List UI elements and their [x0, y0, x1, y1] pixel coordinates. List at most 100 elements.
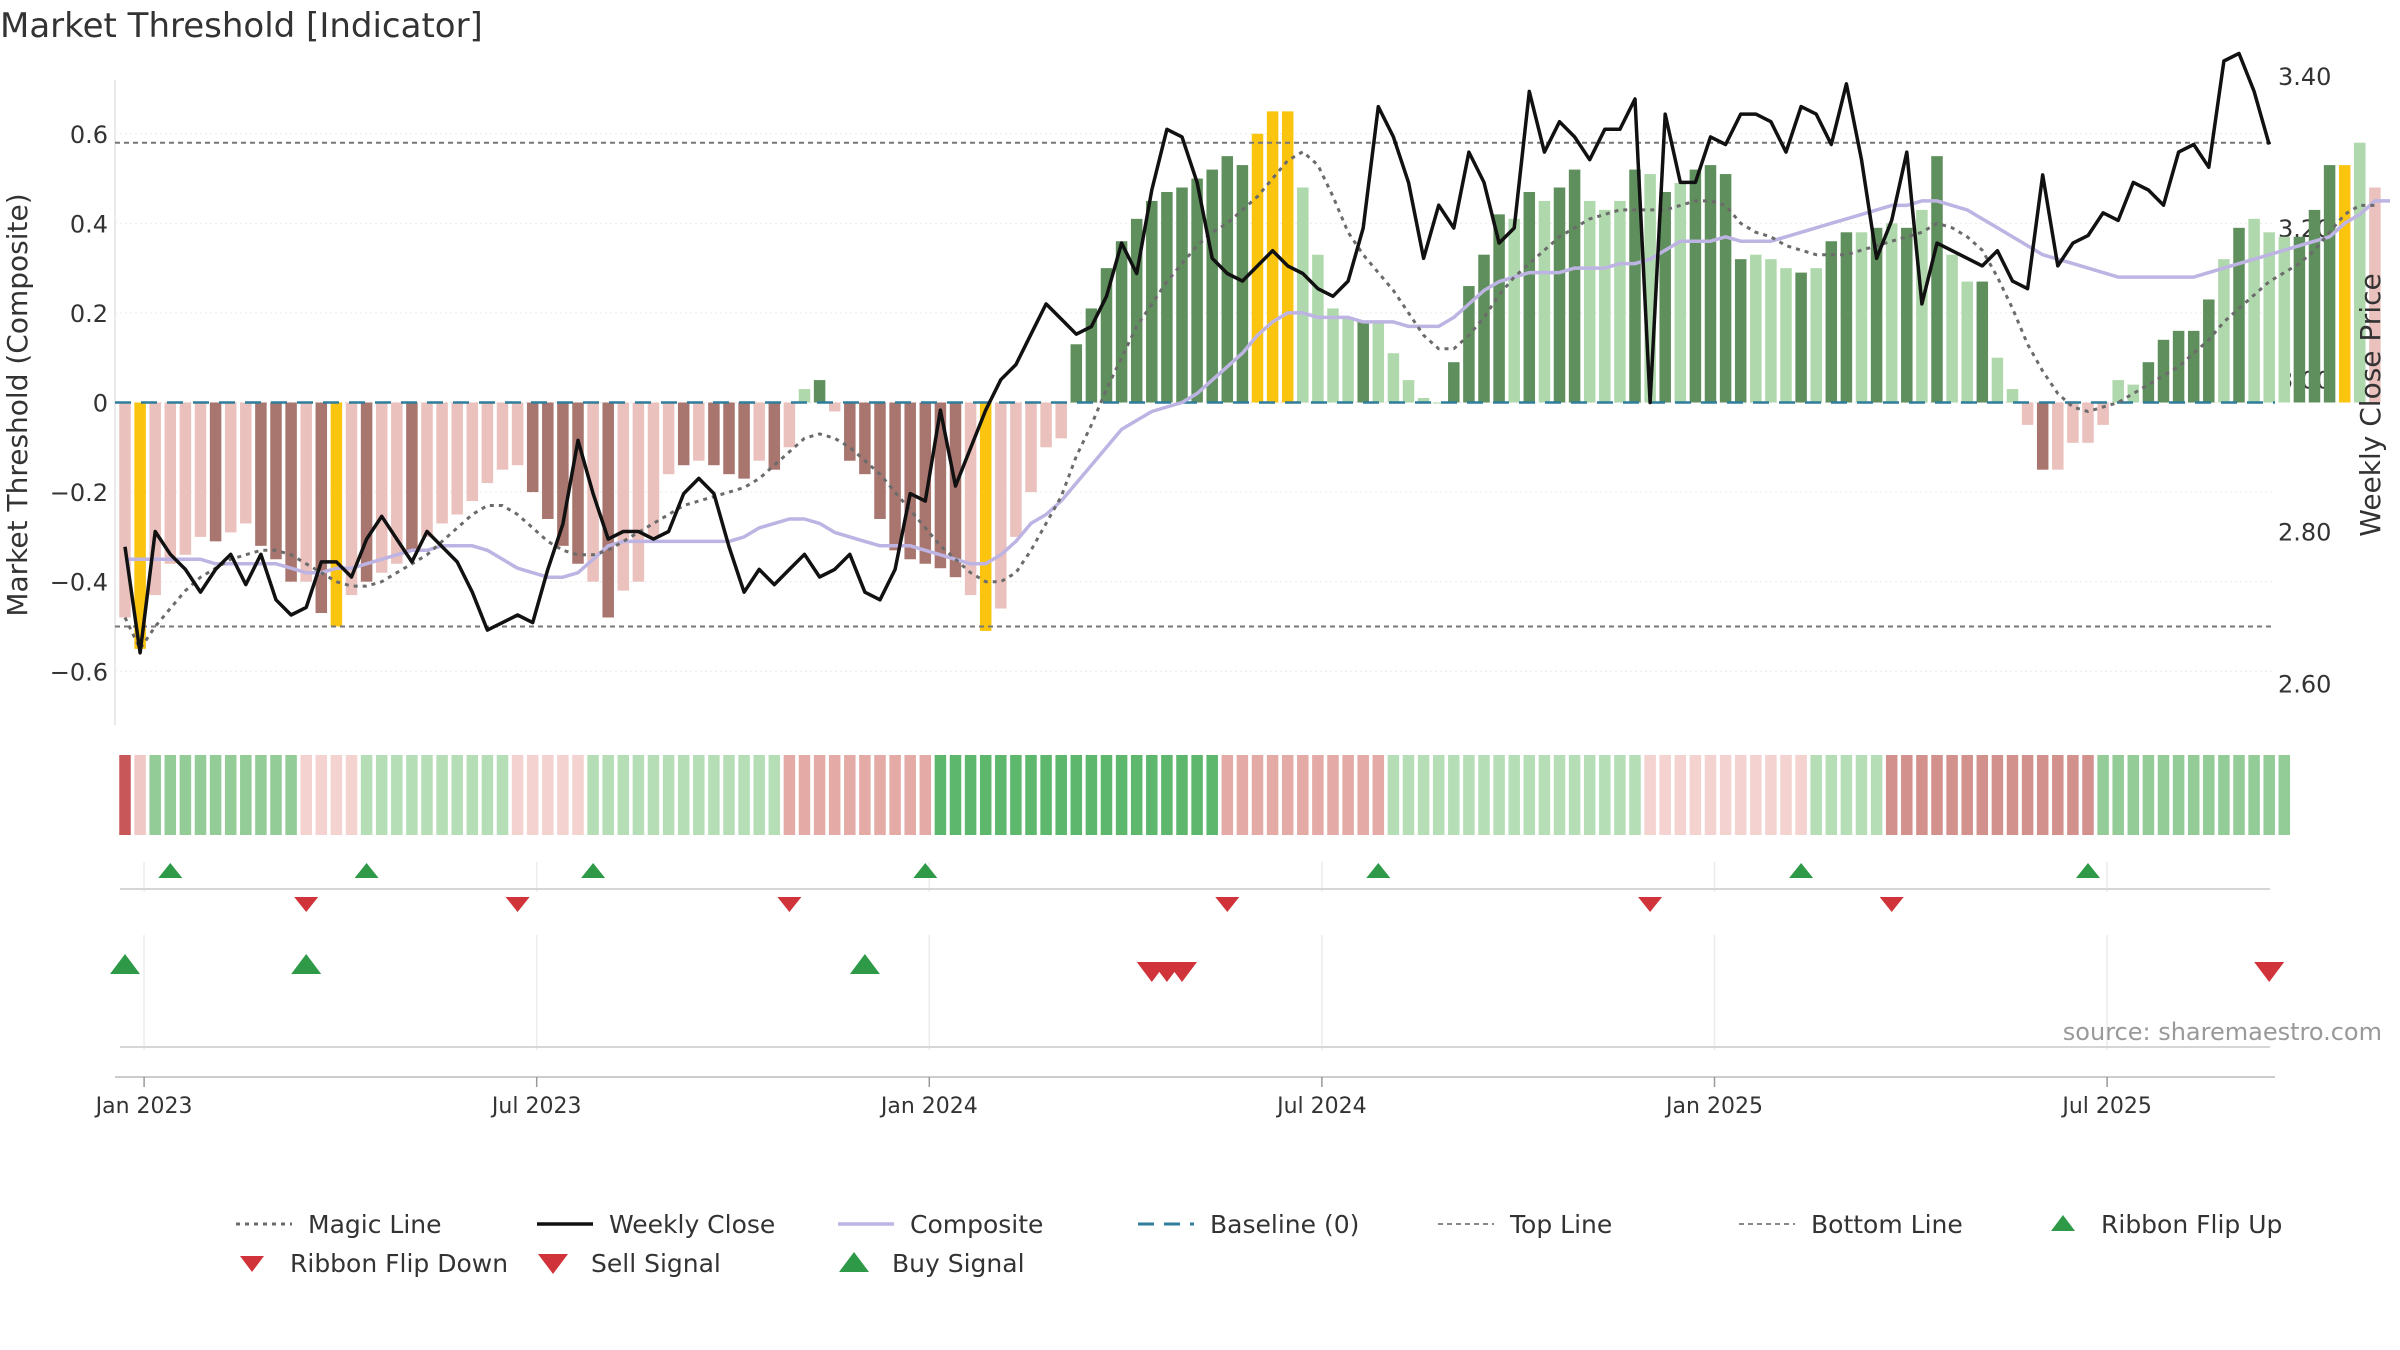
ribbon-cell — [481, 755, 494, 835]
ribbon-cell — [1191, 755, 1203, 835]
threshold-bar — [2021, 402, 2034, 425]
legend-label: Baseline (0) — [1210, 1210, 1359, 1239]
ribbon-cell — [1130, 755, 1143, 835]
threshold-bar — [224, 402, 237, 533]
ribbon-flip-down-marker — [1638, 897, 1663, 912]
ribbon-cell — [1402, 755, 1415, 835]
sell-signal-marker — [1167, 962, 1197, 982]
threshold-bar — [1523, 191, 1536, 403]
threshold-bar — [738, 402, 750, 479]
threshold-bar — [1508, 218, 1520, 403]
ribbon-cell — [149, 755, 161, 835]
ribbon-cell — [1085, 755, 1098, 835]
threshold-bar — [1115, 241, 1128, 403]
ribbon-cell — [164, 755, 177, 835]
threshold-bar — [164, 402, 177, 564]
sell-signal-marker — [2254, 962, 2285, 982]
threshold-bar — [1327, 308, 1339, 403]
ribbon-cell — [1251, 755, 1264, 835]
ribbon-cell — [2082, 755, 2094, 835]
legend-label: Sell Signal — [591, 1249, 721, 1278]
ribbon-cell — [693, 755, 705, 835]
ribbon-cell — [828, 755, 841, 835]
threshold-bar — [1780, 268, 1792, 403]
threshold-bar — [179, 402, 192, 555]
ribbon-cell — [1991, 755, 2004, 835]
threshold-bar — [2293, 236, 2306, 403]
threshold-bar — [421, 402, 433, 537]
threshold-bar — [2203, 299, 2215, 403]
ribbon-cell — [496, 755, 509, 835]
threshold-bar — [949, 402, 962, 578]
legend-label: Magic Line — [308, 1210, 442, 1239]
ribbon-cell — [1931, 755, 1943, 835]
threshold-bar — [270, 402, 282, 560]
threshold-bar — [557, 402, 569, 546]
left-tick-label: 0 — [93, 390, 108, 418]
threshold-bar — [1734, 259, 1747, 403]
ribbon-cell — [2067, 755, 2079, 835]
threshold-bar — [1100, 268, 1113, 403]
threshold-bar — [1176, 187, 1188, 403]
ribbon-cell — [1493, 755, 1505, 835]
legend-item: Baseline (0) — [1138, 1210, 1359, 1239]
threshold-bar — [451, 402, 463, 515]
ribbon-cell — [2097, 755, 2109, 835]
ribbon-cell — [662, 755, 675, 835]
threshold-bar — [1463, 286, 1475, 403]
ribbon-cell — [1644, 755, 1656, 835]
threshold-bar — [1674, 183, 1687, 403]
threshold-bar — [1161, 191, 1173, 403]
ribbon-cell — [1115, 755, 1128, 835]
legend-label: Top Line — [1509, 1210, 1612, 1239]
threshold-bar — [2369, 187, 2381, 403]
ribbon-cell — [798, 755, 811, 835]
threshold-bar — [934, 402, 947, 569]
threshold-bar — [285, 402, 297, 582]
ribbon-cell — [572, 755, 584, 835]
threshold-bar — [1885, 223, 1898, 403]
ribbon-cell — [1432, 755, 1445, 835]
threshold-bar — [813, 380, 826, 403]
threshold-bar — [2172, 330, 2185, 403]
threshold-bar — [194, 402, 207, 537]
ribbon-cell — [557, 755, 569, 835]
ribbon-cell — [723, 755, 735, 835]
ribbon-cell — [451, 755, 463, 835]
x-tick-label: Jul 2023 — [490, 1094, 582, 1119]
threshold-bar — [209, 402, 222, 542]
legend-item: Composite — [838, 1210, 1043, 1239]
ribbon-cell — [209, 755, 222, 835]
ribbon-cell — [1010, 755, 1022, 835]
legend-item: Sell Signal — [538, 1249, 721, 1278]
x-axis: Jan 2023 Jul 2023 Jan 2024 Jul 2024 Jan 2025… — [94, 1076, 2275, 1119]
legend-item: Magic Line — [236, 1210, 442, 1239]
threshold-bar — [1659, 191, 1671, 403]
ribbon-cell — [2218, 755, 2230, 835]
threshold-bar — [436, 402, 448, 524]
legend-label: Buy Signal — [892, 1249, 1025, 1278]
ribbon-cell — [1070, 755, 1083, 835]
ribbon-cell — [1417, 755, 1430, 835]
threshold-bar — [677, 402, 690, 466]
ribbon-flip-up-marker — [2076, 863, 2100, 878]
threshold-bar — [995, 402, 1007, 609]
ribbon-flip-up-marker — [1366, 863, 1391, 878]
buy-signal-marker — [849, 954, 880, 974]
ribbon-cell — [1961, 755, 1973, 835]
threshold-bar — [1236, 165, 1249, 403]
x-tick-label: Jul 2025 — [2060, 1094, 2152, 1119]
ribbon-cell — [1523, 755, 1536, 835]
legend-swatch — [538, 1254, 568, 1274]
x-tick-label: Jul 2024 — [1275, 1094, 1367, 1119]
threshold-bar — [1946, 254, 1958, 403]
ribbon-cell — [2142, 755, 2155, 835]
threshold-bar — [2354, 142, 2366, 403]
left-axis-label: Market Threshold (Composite) — [1, 193, 34, 616]
main-panel: 0.60.40.20−0.2−0.4−0.6 3.403.203.002.802… — [1, 51, 2390, 725]
threshold-bar — [1870, 227, 1883, 403]
threshold-bar — [134, 402, 146, 649]
threshold-bar — [1644, 174, 1656, 403]
ribbon-cell — [1538, 755, 1551, 835]
threshold-bar — [1432, 402, 1445, 404]
